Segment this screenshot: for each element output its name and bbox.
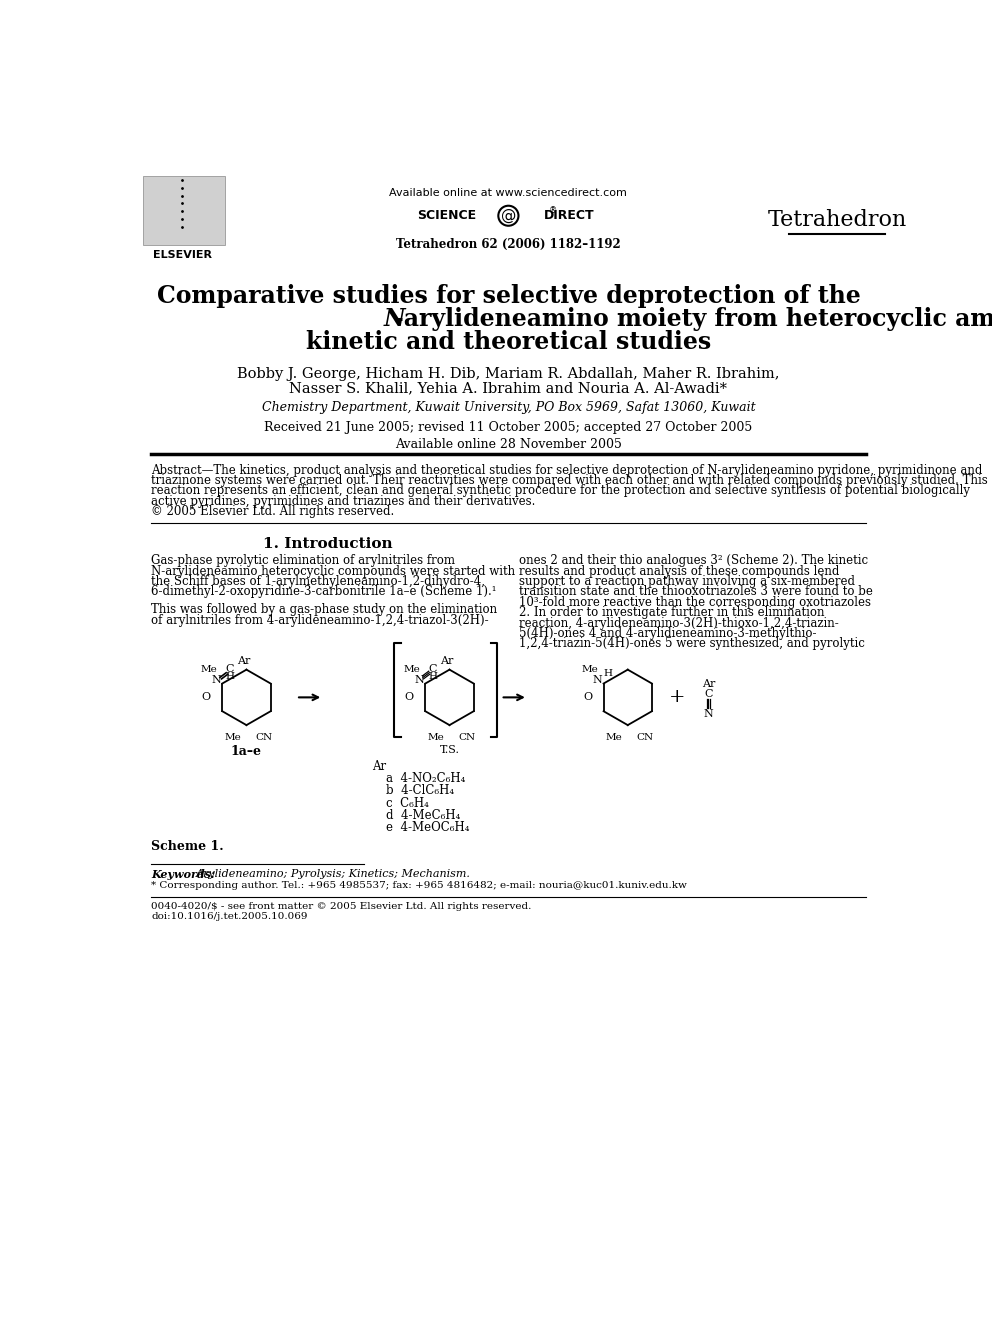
- Text: CN: CN: [255, 733, 272, 742]
- Text: 5(4H)-ones 4 and 4-arylidieneamino-3-methylthio-: 5(4H)-ones 4 and 4-arylidieneamino-3-met…: [519, 627, 816, 640]
- Text: doi:10.1016/j.tet.2005.10.069: doi:10.1016/j.tet.2005.10.069: [151, 912, 308, 921]
- Text: 2. In order to investigate further in this elimination: 2. In order to investigate further in th…: [519, 606, 824, 619]
- Text: C: C: [704, 689, 712, 700]
- Text: ELSEVIER: ELSEVIER: [153, 250, 211, 259]
- Text: 6-dimethyl-2-oxopyridine-3-carbonitrile 1a–e (Scheme 1).¹: 6-dimethyl-2-oxopyridine-3-carbonitrile …: [151, 585, 497, 598]
- Text: Bobby J. George, Hicham H. Dib, Mariam R. Abdallah, Maher R. Ibrahim,: Bobby J. George, Hicham H. Dib, Mariam R…: [237, 366, 780, 381]
- Text: Me: Me: [404, 665, 420, 675]
- Text: Me: Me: [428, 733, 444, 742]
- Text: b  4-ClC₆H₄: b 4-ClC₆H₄: [386, 785, 454, 798]
- Text: H: H: [225, 672, 234, 681]
- Text: Me: Me: [200, 665, 217, 675]
- Text: Nasser S. Khalil, Yehia A. Ibrahim and Nouria A. Al-Awadi*: Nasser S. Khalil, Yehia A. Ibrahim and N…: [290, 381, 727, 396]
- Text: Me: Me: [581, 665, 598, 675]
- Text: CN: CN: [458, 733, 475, 742]
- Text: 0040-4020/$ - see front matter © 2005 Elsevier Ltd. All rights reserved.: 0040-4020/$ - see front matter © 2005 El…: [151, 902, 532, 912]
- Text: Comparative studies for selective deprotection of the: Comparative studies for selective deprot…: [157, 283, 860, 307]
- Text: Ar: Ar: [372, 759, 386, 773]
- Text: © 2005 Elsevier Ltd. All rights reserved.: © 2005 Elsevier Ltd. All rights reserved…: [151, 505, 395, 519]
- Text: N: N: [703, 709, 713, 720]
- Text: 10³-fold more reactive than the corresponding oxotriazoles: 10³-fold more reactive than the correspo…: [519, 595, 871, 609]
- Text: DIRECT: DIRECT: [544, 209, 594, 222]
- Text: Chemistry Department, Kuwait University, PO Box 5969, Safat 13060, Kuwait: Chemistry Department, Kuwait University,…: [262, 401, 755, 414]
- Text: e  4-MeOC₆H₄: e 4-MeOC₆H₄: [386, 822, 469, 835]
- Text: Abstract—The kinetics, product analysis and theoretical studies for selective de: Abstract—The kinetics, product analysis …: [151, 463, 982, 476]
- Text: * Corresponding author. Tel.: +965 4985537; fax: +965 4816482; e-mail: nouria@ku: * Corresponding author. Tel.: +965 49855…: [151, 881, 687, 890]
- Text: Received 21 June 2005; revised 11 October 2005; accepted 27 October 2005: Received 21 June 2005; revised 11 Octobe…: [264, 421, 753, 434]
- Text: This was followed by a gas-phase study on the elimination: This was followed by a gas-phase study o…: [151, 603, 497, 617]
- Bar: [144, 176, 225, 245]
- Text: reaction, 4-arylideneamino-3(2H)-thioxo-1,2,4-triazin-: reaction, 4-arylideneamino-3(2H)-thioxo-…: [519, 617, 839, 630]
- Text: Ar: Ar: [237, 656, 251, 667]
- Text: N: N: [211, 675, 221, 685]
- Text: kinetic and theoretical studies: kinetic and theoretical studies: [306, 329, 711, 353]
- Text: Available online 28 November 2005: Available online 28 November 2005: [395, 438, 622, 451]
- Text: ones 2 and their thio analogues 3² (Scheme 2). The kinetic: ones 2 and their thio analogues 3² (Sche…: [519, 554, 868, 568]
- Text: ®: ®: [549, 206, 557, 216]
- Text: N: N: [592, 675, 602, 685]
- Text: N: N: [415, 675, 424, 685]
- Text: 1a–e: 1a–e: [231, 745, 262, 758]
- Text: N-arylideneamino heterocyclic compounds were started with: N-arylideneamino heterocyclic compounds …: [151, 565, 515, 578]
- Text: c  C₆H₄: c C₆H₄: [386, 796, 429, 810]
- Text: Tetrahedron: Tetrahedron: [768, 209, 907, 230]
- Text: d  4-MeC₆H₄: d 4-MeC₆H₄: [386, 810, 460, 822]
- Text: transition state and the thiooxotriazoles 3 were found to be: transition state and the thiooxotriazole…: [519, 585, 873, 598]
- Text: Ar: Ar: [701, 679, 715, 688]
- Text: O: O: [405, 692, 414, 703]
- Text: T.S.: T.S.: [439, 745, 459, 755]
- Text: results and product analysis of these compounds lend: results and product analysis of these co…: [519, 565, 839, 578]
- Text: @: @: [501, 208, 516, 224]
- Text: +: +: [669, 688, 685, 706]
- Text: CN: CN: [636, 733, 654, 742]
- Text: support to a reaction pathway involving a six-membered: support to a reaction pathway involving …: [519, 576, 855, 587]
- Text: Me: Me: [224, 733, 241, 742]
- Text: Gas-phase pyrolytic elimination of arylnitriles from: Gas-phase pyrolytic elimination of aryln…: [151, 554, 455, 568]
- Text: O: O: [201, 692, 210, 703]
- Text: Arylideneamino; Pyrolysis; Kinetics; Mechanism.: Arylideneamino; Pyrolysis; Kinetics; Mec…: [196, 869, 471, 878]
- Text: Me: Me: [605, 733, 622, 742]
- Text: SCIENCE: SCIENCE: [417, 209, 476, 222]
- Text: -arylideneamino moiety from heterocyclic amides:: -arylideneamino moiety from heterocyclic…: [394, 307, 992, 331]
- Text: a  4-NO₂C₆H₄: a 4-NO₂C₆H₄: [386, 773, 465, 785]
- Text: O: O: [583, 692, 592, 703]
- Text: H: H: [604, 669, 613, 677]
- Text: triazinone systems were carried out. Their reactivities were compared with each : triazinone systems were carried out. The…: [151, 474, 988, 487]
- Text: 1,2,4-triazin-5(4H)-ones 5 were synthesized, and pyrolytic: 1,2,4-triazin-5(4H)-ones 5 were synthesi…: [519, 638, 865, 651]
- Text: H: H: [429, 672, 437, 681]
- Text: 1. Introduction: 1. Introduction: [263, 537, 392, 552]
- Text: active pyridines, pyrimidines and triazines and their derivatives.: active pyridines, pyrimidines and triazi…: [151, 495, 536, 508]
- Text: Scheme 1.: Scheme 1.: [151, 840, 224, 853]
- Text: Tetrahedron 62 (2006) 1182–1192: Tetrahedron 62 (2006) 1182–1192: [396, 238, 621, 251]
- Text: the Schiff bases of 1-arylmethyleneamino-1,2-dihydro-4,: the Schiff bases of 1-arylmethyleneamino…: [151, 576, 485, 587]
- Text: C: C: [226, 664, 234, 673]
- Text: Keywords:: Keywords:: [151, 869, 215, 880]
- Text: of arylnitriles from 4-arylideneamino-1,2,4-triazol-3(2H)-: of arylnitriles from 4-arylideneamino-1,…: [151, 614, 489, 627]
- Text: Ar: Ar: [440, 656, 453, 667]
- Text: reaction represents an efficient, clean and general synthetic procedure for the : reaction represents an efficient, clean …: [151, 484, 970, 497]
- Text: N: N: [384, 307, 406, 331]
- Text: Available online at www.sciencedirect.com: Available online at www.sciencedirect.co…: [390, 188, 627, 198]
- Text: C: C: [429, 664, 437, 673]
